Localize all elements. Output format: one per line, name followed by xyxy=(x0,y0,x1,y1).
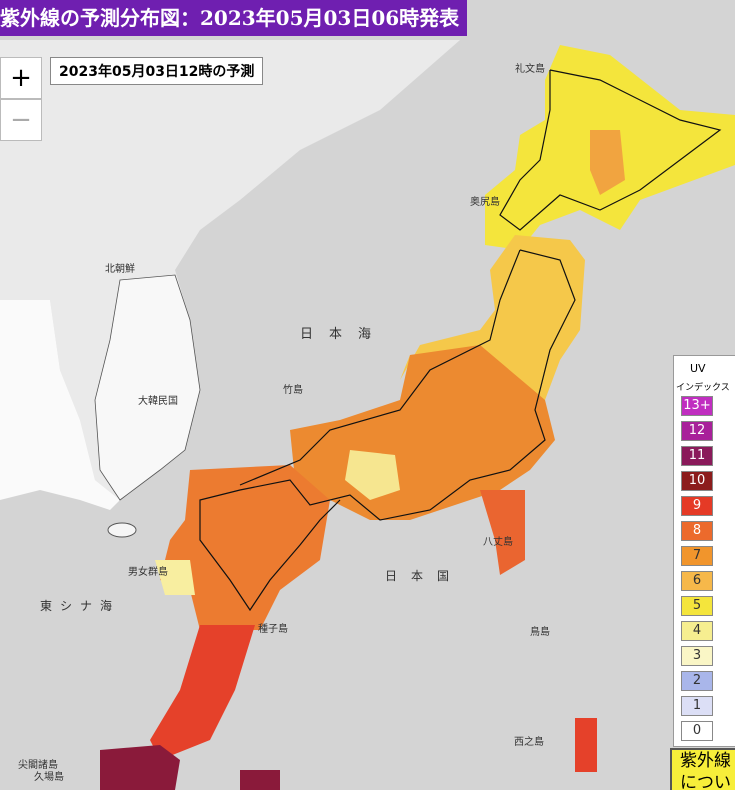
page-title: 紫外線の予測分布図：2023年05月03日06時発表 xyxy=(0,0,468,36)
legend-level: 5 xyxy=(681,596,713,616)
coastline xyxy=(239,249,521,486)
map-label: 久場島 xyxy=(34,770,64,783)
map-label: 奥尻島 xyxy=(470,195,500,208)
uv-area xyxy=(575,718,597,772)
map-label: 東シナ海 xyxy=(40,598,120,613)
map-label: 大韓民国 xyxy=(138,394,178,407)
legend-level: 6 xyxy=(681,571,713,591)
uv-area xyxy=(155,560,195,595)
map-label: 礼文島 xyxy=(515,62,545,75)
korea xyxy=(94,274,201,501)
forecast-time: 2023年05月03日12時の予測 xyxy=(50,57,264,85)
map-label: 日本海 xyxy=(300,327,387,342)
legend-level: 9 xyxy=(681,496,713,516)
uv-area xyxy=(160,465,330,630)
uv-area xyxy=(590,130,625,195)
zoom-out-button[interactable]: − xyxy=(0,99,42,141)
legend-level: 13+ xyxy=(681,396,713,416)
legend-level: 12 xyxy=(681,421,713,441)
uv-area xyxy=(150,625,255,760)
map-label: 北朝鮮 xyxy=(105,262,135,275)
map-label: 尖閣諸島 xyxy=(18,758,58,771)
legend-level: 8 xyxy=(681,521,713,541)
map-label: 八丈島 xyxy=(483,535,513,548)
uv-area xyxy=(345,450,400,500)
map-label: 鳥島 xyxy=(530,625,550,638)
legend-level: 0 xyxy=(681,721,713,741)
zoom-in-button[interactable]: + xyxy=(0,57,42,99)
info-text: 紫外線 xyxy=(680,751,731,771)
land xyxy=(0,300,120,510)
legend-title: UV xyxy=(690,362,706,375)
legend: UV インデックス 13+ 12 11 10 9 8 7 6 5 4 3 2 1 0 xyxy=(673,355,735,747)
map-label: 日本国 xyxy=(385,569,463,583)
uv-area xyxy=(240,770,280,790)
legend-level: 1 xyxy=(681,696,713,716)
map-label: 男女群島 xyxy=(128,565,168,578)
island xyxy=(107,522,137,538)
uv-area xyxy=(480,490,525,575)
coastline xyxy=(199,249,576,612)
legend-level: 11 xyxy=(681,446,713,466)
map-label: 西之島 xyxy=(514,735,544,748)
info-text: につい xyxy=(680,773,731,790)
map-label: 種子島 xyxy=(258,622,288,635)
legend-level: 7 xyxy=(681,546,713,566)
legend-level: 2 xyxy=(681,671,713,691)
legend-level: 4 xyxy=(681,621,713,641)
coastline xyxy=(499,69,722,231)
legend-subtitle: インデックス xyxy=(676,383,730,393)
info-button[interactable]: 紫外線 につい xyxy=(670,748,735,790)
map-label: 竹島 xyxy=(283,383,303,396)
uv-area xyxy=(100,745,180,790)
legend-level: 10 xyxy=(681,471,713,491)
uv-area xyxy=(400,235,585,400)
legend-level: 3 xyxy=(681,646,713,666)
